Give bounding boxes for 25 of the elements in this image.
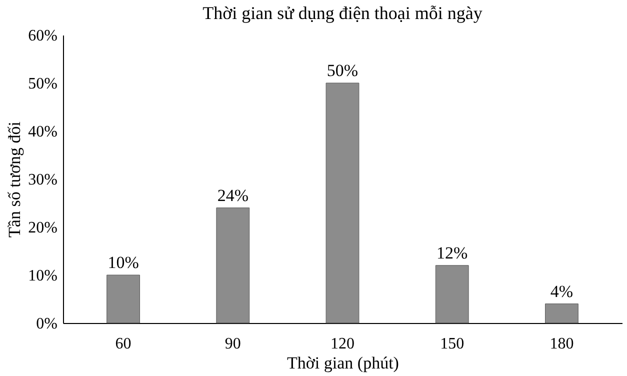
data-label: 10% <box>108 253 139 272</box>
data-label: 50% <box>326 61 358 80</box>
data-label: 4% <box>550 282 574 301</box>
y-tick-label: 30% <box>28 172 58 188</box>
data-label: 24% <box>217 186 248 205</box>
y-tick-label: 20% <box>28 220 58 236</box>
y-tick-label: 10% <box>28 268 58 284</box>
y-tick-label: 40% <box>28 124 58 140</box>
y-axis-title: Tần số tương đối <box>5 121 24 238</box>
bar <box>326 82 360 324</box>
chart-title: Thời gian sử dụng điện thoại mỗi ngày <box>202 3 482 23</box>
x-axis-title: Thời gian (phút) <box>287 354 399 372</box>
data-label: 12% <box>436 243 468 262</box>
y-tick-label: 50% <box>28 76 58 92</box>
bar <box>435 265 469 324</box>
x-tick-label: 150 <box>440 336 464 352</box>
y-tick-label: 60% <box>28 28 58 44</box>
x-tick-label: 120 <box>330 336 354 352</box>
bar <box>545 304 578 324</box>
x-tick-label: 60 <box>115 336 132 352</box>
y-tick-label: 0% <box>36 316 58 332</box>
x-tick-label: 180 <box>550 336 574 352</box>
x-tick-label: 90 <box>224 336 241 352</box>
bar <box>216 208 250 324</box>
bar <box>106 274 140 324</box>
